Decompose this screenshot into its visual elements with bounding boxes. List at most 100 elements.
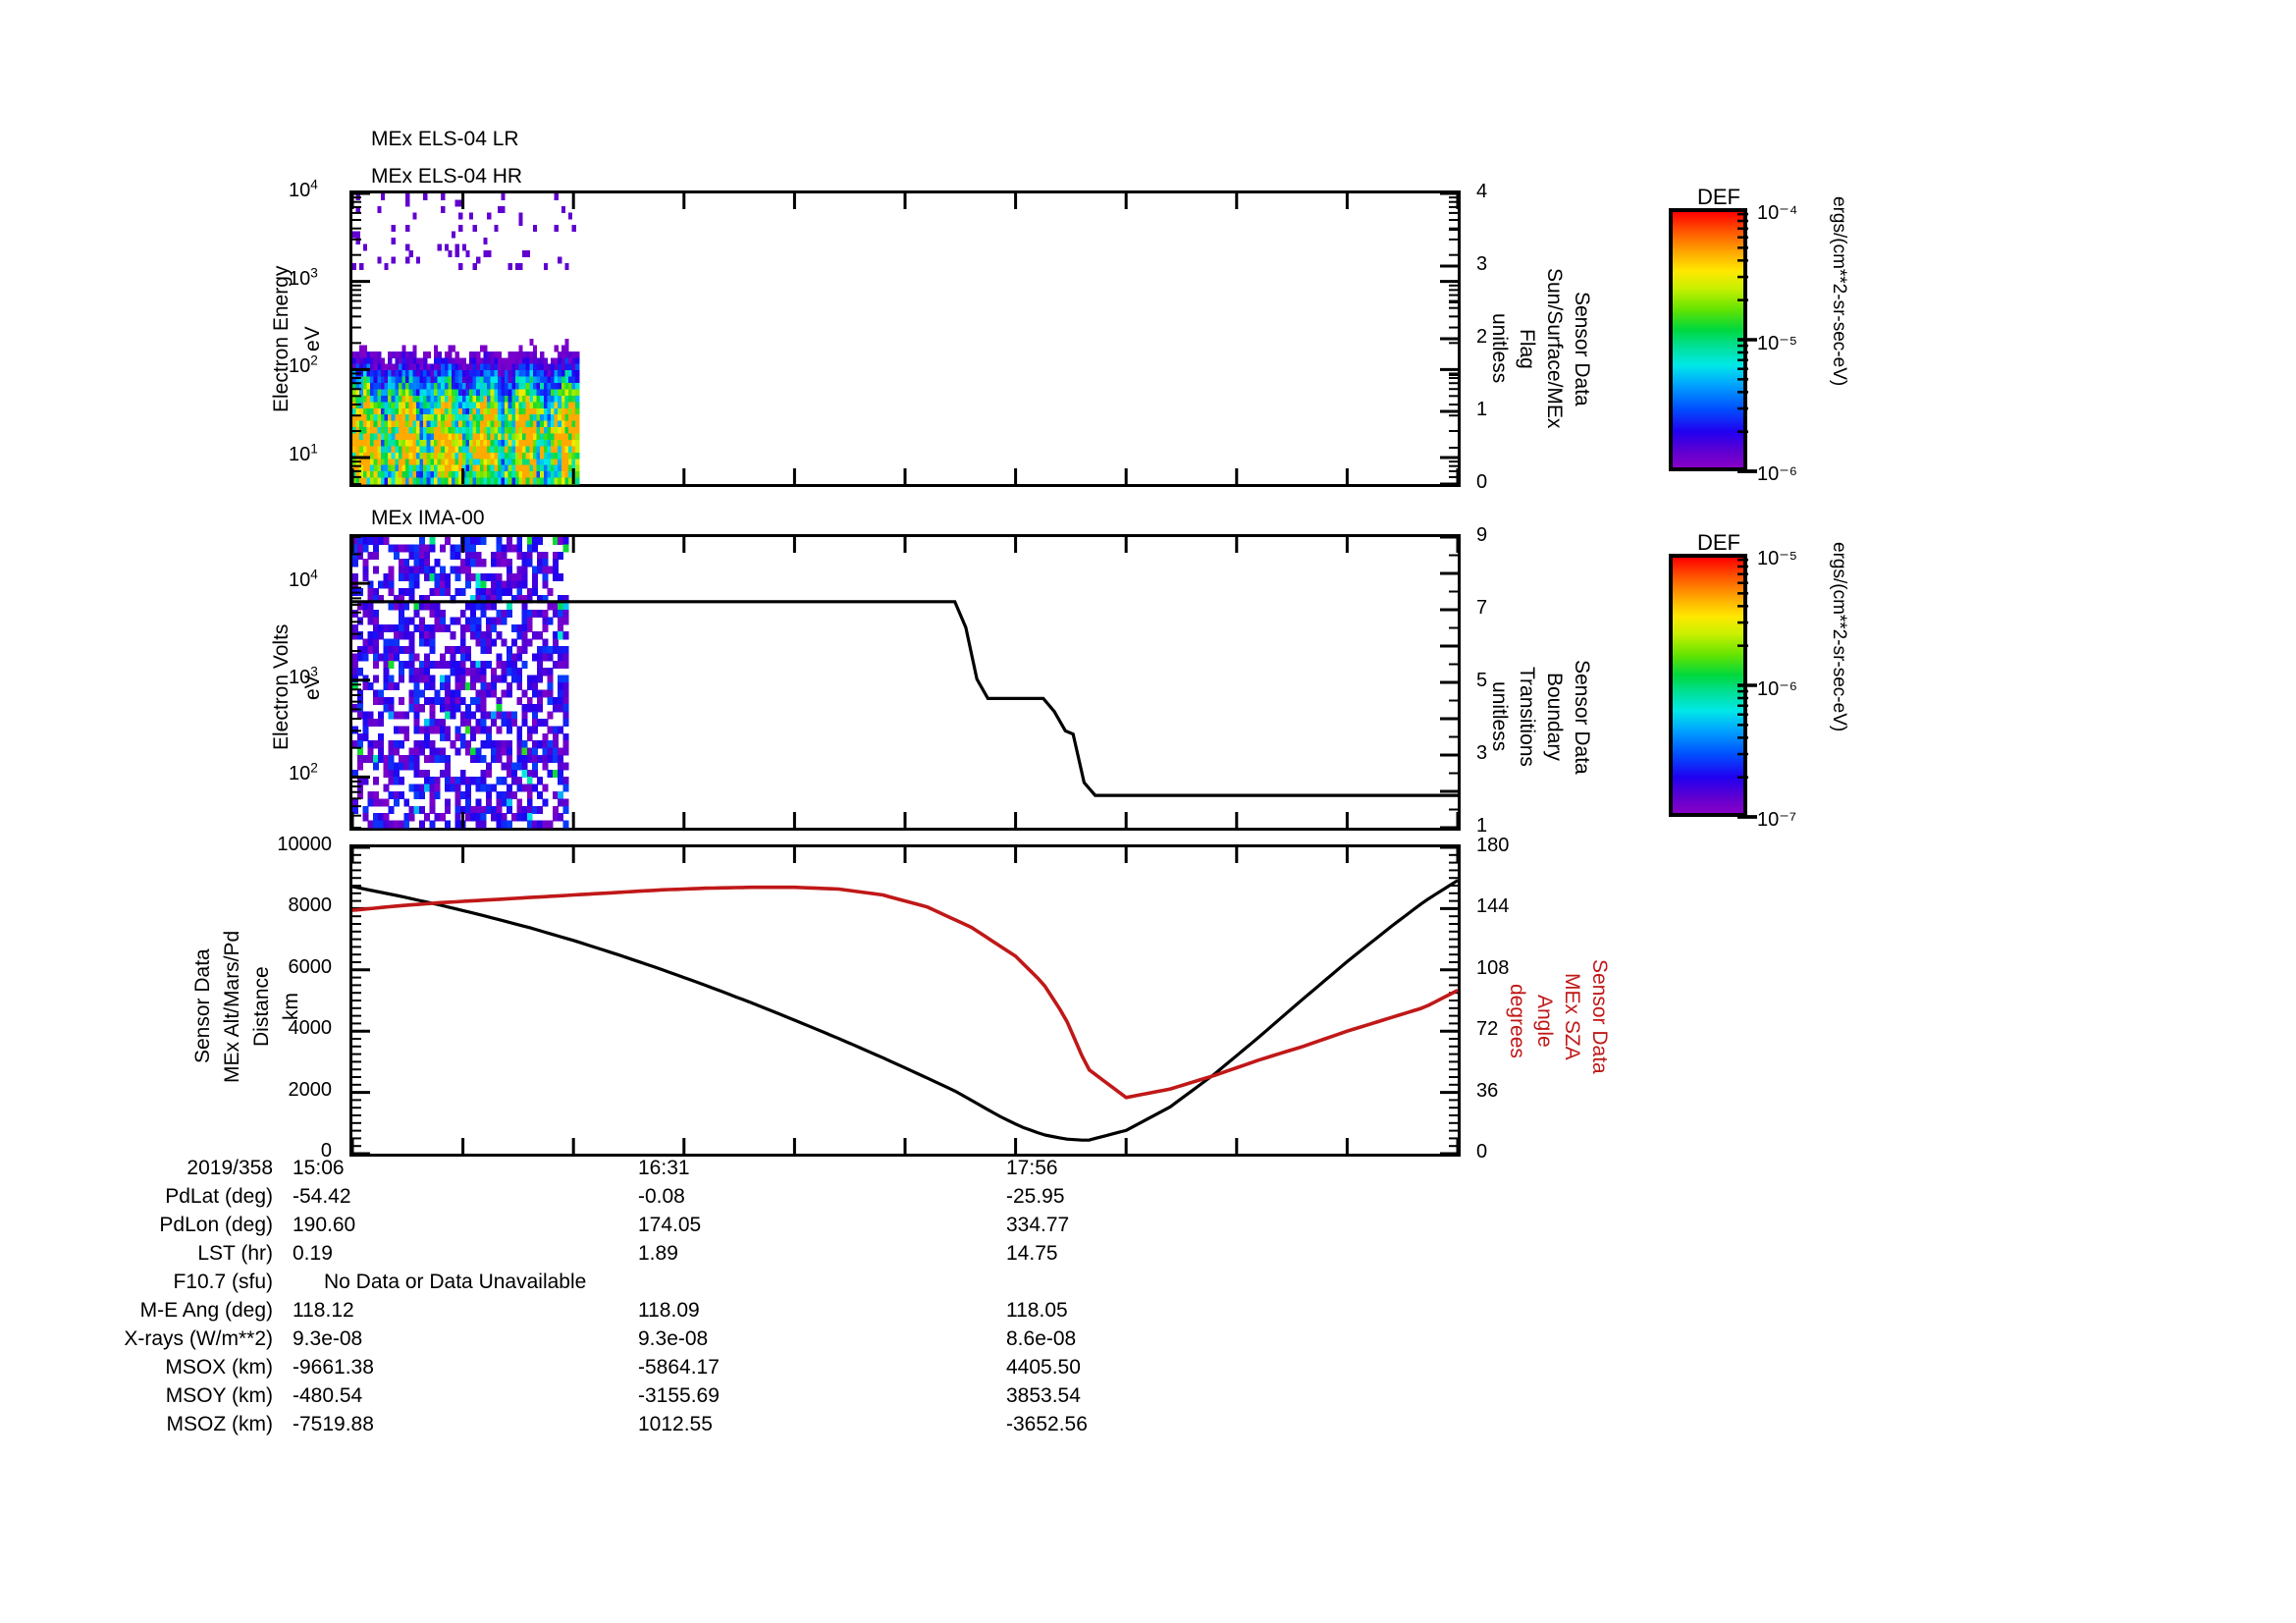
panel-els-left-axis-label: Electron Energy [270, 211, 293, 466]
ima-ytick-1000: 103 [289, 664, 318, 688]
panel-ima-right-axis-label-4: unitless [1488, 628, 1512, 805]
table-cell-c2: -3652.56 [1006, 1413, 1088, 1435]
ima-right-line2: Boundary [1543, 673, 1567, 761]
els-ytick-100: 102 [289, 352, 318, 378]
colorbar-els-mid-label: 10⁻⁵ [1757, 333, 1798, 354]
table-row: F10.7 (sfu) No Data or Data Unavailable [39, 1271, 1414, 1299]
table-cell-c2: 3853.54 [1006, 1384, 1081, 1407]
panel-ima-right-axis-label-3: Transitions [1516, 609, 1538, 825]
ima-ytick-10000: 104 [289, 567, 318, 592]
alt-ytick-8000: 8000 [288, 894, 333, 917]
alt-left-line1: Sensor Data [191, 948, 214, 1064]
alt-ytick-4000: 4000 [288, 1017, 333, 1040]
panel-alt-left-axis-label-3: Distance [250, 908, 273, 1105]
sza-rtick-144: 144 [1476, 895, 1510, 918]
els-right-line2: Sun/Surface/MEx [1543, 268, 1567, 429]
table-row: MSOZ (km) -7519.88 1012.55 -3652.56 [39, 1413, 1414, 1441]
table-row: 2019/358 15:06 16:31 17:56 [39, 1157, 1414, 1185]
table-cell-c1: -0.08 [638, 1185, 685, 1208]
colorbar-ima-ticks [1737, 558, 1757, 819]
colorbar-ima-top-label: 10⁻⁵ [1757, 548, 1798, 569]
els-ytick-1000: 103 [289, 265, 318, 290]
panel-alt-right-axis-label-3: Angle [1533, 933, 1557, 1109]
ima-right-line1: Sensor Data [1571, 659, 1594, 775]
table-cell-c2: 8.6e-08 [1006, 1327, 1077, 1350]
panel-els-spectrogram [350, 191, 1460, 486]
colorbar-ima-title: DEF [1697, 530, 1740, 555]
table-cell-c0: -54.42 [293, 1185, 351, 1208]
colorbar-ima-bottom-label: 10⁻⁷ [1757, 809, 1797, 831]
sza-rtick-0: 0 [1476, 1141, 1488, 1163]
ima-right-line4: unitless [1488, 681, 1512, 752]
els-rtick-0: 0 [1476, 471, 1488, 493]
table-row: MSOY (km) -480.54 -3155.69 3853.54 [39, 1384, 1414, 1413]
panel-alt-lines [350, 845, 1460, 1156]
panel-ima-right-axis-label-2: Boundary [1543, 609, 1567, 825]
els-rtick-3: 3 [1476, 253, 1488, 275]
table-cell-c0: 118.12 [293, 1299, 354, 1322]
colorbar-els-gradient [1669, 208, 1747, 471]
table-cell-c2: 4405.50 [1006, 1356, 1081, 1379]
panel-ima-right-axis-label-1: Sensor Data [1571, 609, 1594, 825]
colorbar-ima-unit: ergs/(cm**2-sr-sec-eV) [1829, 542, 1849, 732]
table-row-label: M-E Ang (deg) [139, 1299, 273, 1322]
table-cell-c1: 9.3e-08 [638, 1327, 709, 1350]
table-cell-c0: 15:06 [293, 1157, 345, 1179]
panel-els-title-lr: MEx ELS-04 LR [371, 128, 519, 150]
els-right-line3: Flag [1516, 328, 1539, 369]
colorbar-ima-gradient [1669, 554, 1747, 817]
panel-els-right-axis-label-4: unitless [1488, 250, 1511, 447]
table-row: PdLat (deg) -54.42 -0.08 -25.95 [39, 1185, 1414, 1214]
colorbar-ima-mid-label: 10⁻⁶ [1757, 678, 1798, 700]
alt-right-line3: Angle [1533, 995, 1557, 1048]
table-cell-c1: 174.05 [638, 1214, 702, 1236]
table-cell-c1: 1.89 [638, 1242, 678, 1265]
els-rtick-4: 4 [1476, 181, 1488, 202]
sza-rtick-72: 72 [1476, 1018, 1499, 1041]
table-cell-c0: -9661.38 [293, 1356, 374, 1379]
table-cell-c2: 118.05 [1006, 1299, 1068, 1322]
ima-rtick-3: 3 [1476, 742, 1488, 764]
table-row: LST (hr) 0.19 1.89 14.75 [39, 1242, 1414, 1271]
alt-ytick-10000: 10000 [277, 834, 332, 855]
panel-ima-spectrogram [350, 535, 1460, 830]
panel-els-left-axis-unit: eV [301, 211, 324, 466]
table-row-label: PdLon (deg) [159, 1214, 273, 1236]
alt-left-line2: MEx Alt/Mars/Pd [221, 930, 243, 1083]
alt-left-line4: km [280, 993, 302, 1020]
table-cell-c1: 16:31 [638, 1157, 690, 1179]
alt-ytick-6000: 6000 [288, 955, 333, 978]
table-row: PdLon (deg) 190.60 174.05 334.77 [39, 1214, 1414, 1242]
alt-right-line2: MEx SZA [1561, 972, 1584, 1060]
panel-els-right-axis-label-1: Sensor Data [1571, 226, 1594, 471]
table-cell-c0: 9.3e-08 [293, 1327, 363, 1350]
ima-rtick-5: 5 [1476, 670, 1488, 691]
table-cell-c2: 14.75 [1006, 1242, 1058, 1265]
panel-alt-right-axis-label-1: Sensor Data [1588, 903, 1611, 1129]
els-right-line1: Sensor Data [1571, 291, 1594, 406]
panel-ima-frame [349, 534, 1461, 831]
els-ytick-10000: 104 [289, 177, 318, 201]
panel-alt-right-axis-label-4: degrees [1506, 933, 1529, 1109]
table-row-label: X-rays (W/m**2) [124, 1327, 273, 1350]
table-cell-c0: 190.60 [293, 1214, 356, 1236]
table-cell-c2: 334.77 [1006, 1214, 1070, 1236]
panel-els-title-hr: MEx ELS-04 HR [371, 165, 523, 188]
colorbar-els-bottom-label: 10⁻⁶ [1757, 463, 1798, 485]
panel-alt-right-axis-label-2: MEx SZA [1561, 903, 1584, 1129]
ima-rtick-9: 9 [1476, 524, 1488, 546]
panel-ima-title: MEx IMA-00 [371, 507, 485, 529]
bottom-data-table: 2019/358 15:06 16:31 17:56 PdLat (deg) -54.42… [39, 1157, 1414, 1441]
table-cell-c1: -5864.17 [638, 1356, 720, 1379]
panel-els-right-axis-label-2: Sun/Surface/MEx [1543, 226, 1567, 471]
table-row-label: 2019/358 [187, 1157, 273, 1179]
table-row: MSOX (km) -9661.38 -5864.17 4405.50 [39, 1356, 1414, 1384]
panel-alt-frame [349, 844, 1461, 1157]
ima-rtick-1: 1 [1476, 815, 1488, 837]
table-row-wide-value: No Data or Data Unavailable [324, 1271, 587, 1293]
ima-ytick-100: 102 [289, 760, 318, 785]
sza-rtick-180: 180 [1476, 835, 1510, 856]
alt-right-line4: degrees [1506, 984, 1529, 1058]
ima-pixels [352, 537, 569, 829]
table-cell-c2: 17:56 [1006, 1157, 1058, 1179]
